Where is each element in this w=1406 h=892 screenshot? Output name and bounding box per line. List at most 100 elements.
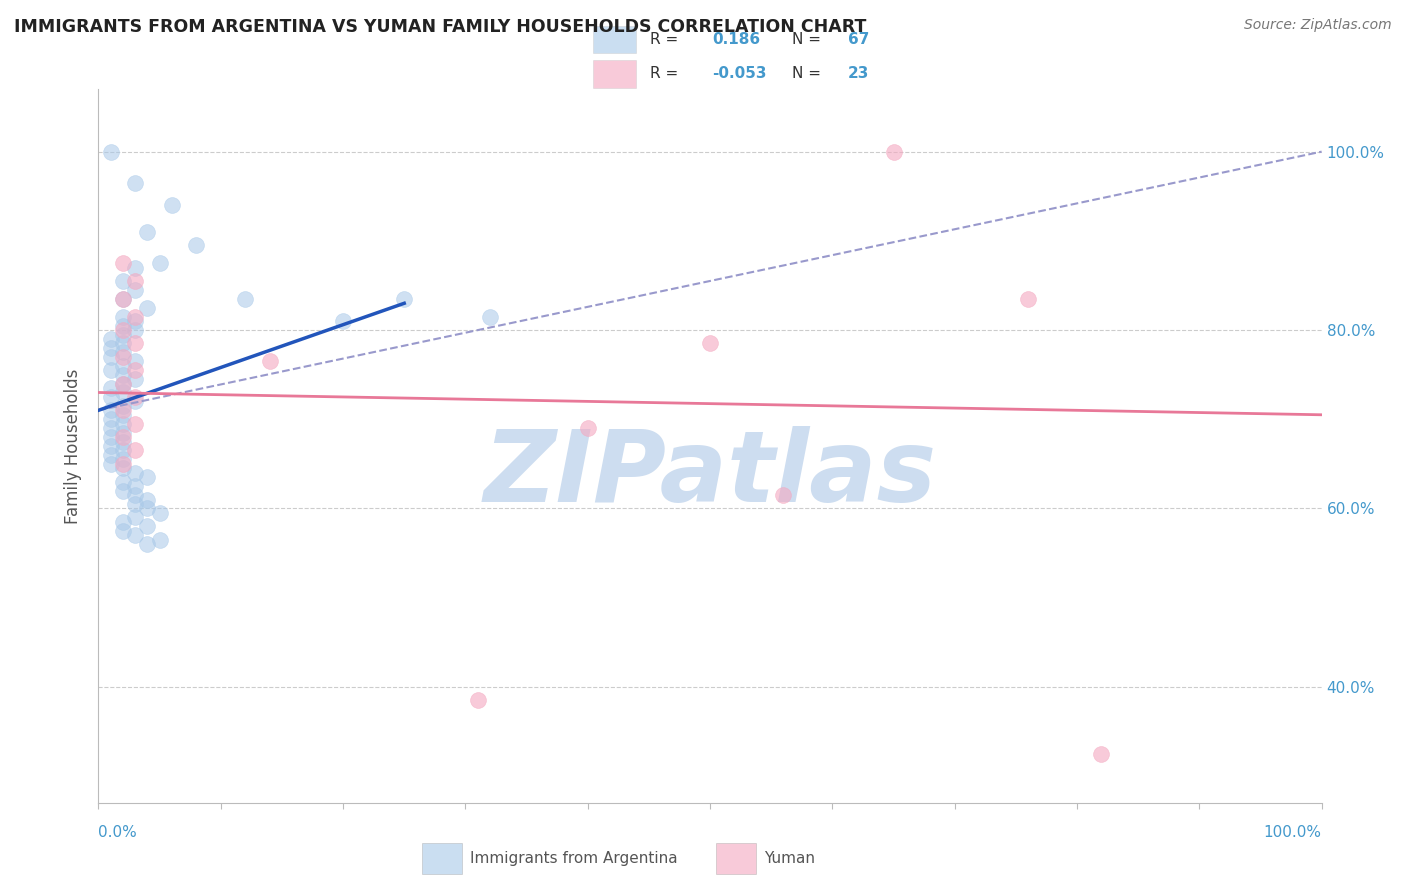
Point [100, 439, 122, 453]
FancyBboxPatch shape [593, 60, 637, 87]
Point [111, 408, 134, 422]
Text: Immigrants from Argentina: Immigrants from Argentina [470, 851, 678, 866]
Point [124, 363, 146, 377]
Text: Yuman: Yuman [763, 851, 814, 866]
Point [111, 318, 134, 333]
FancyBboxPatch shape [716, 843, 756, 874]
Point [111, 359, 134, 373]
Point [186, 238, 208, 252]
Point [100, 145, 122, 159]
Point [111, 461, 134, 475]
Point [124, 176, 146, 190]
Point [111, 452, 134, 467]
Point [124, 260, 146, 275]
Point [111, 385, 134, 400]
Point [111, 425, 134, 440]
Point [124, 310, 146, 324]
Point [136, 492, 159, 507]
Point [100, 341, 122, 355]
Point [136, 501, 159, 516]
Text: N =: N = [792, 32, 821, 47]
Text: 100.0%: 100.0% [1264, 825, 1322, 840]
Point [149, 256, 172, 270]
Point [111, 292, 134, 306]
Point [100, 448, 122, 462]
Point [111, 292, 134, 306]
Point [124, 390, 146, 404]
Point [259, 354, 281, 368]
Point [124, 354, 146, 368]
Point [124, 466, 146, 480]
Point [699, 336, 721, 351]
Text: N =: N = [792, 66, 821, 81]
Point [111, 323, 134, 337]
Text: 0.186: 0.186 [713, 32, 761, 47]
Point [576, 421, 599, 435]
Point [124, 497, 146, 511]
Point [111, 376, 134, 391]
Point [136, 519, 159, 533]
Point [111, 443, 134, 458]
Y-axis label: Family Households: Family Households [65, 368, 83, 524]
Point [124, 510, 146, 524]
Point [124, 528, 146, 542]
Text: 23: 23 [848, 66, 869, 81]
Point [111, 350, 134, 364]
Point [111, 483, 134, 498]
Point [124, 274, 146, 288]
Point [111, 403, 134, 417]
Point [100, 457, 122, 471]
Point [1090, 747, 1112, 761]
Point [111, 434, 134, 449]
Point [111, 274, 134, 288]
Point [772, 488, 794, 502]
Point [160, 198, 183, 212]
Point [149, 506, 172, 520]
Text: -0.053: -0.053 [713, 66, 766, 81]
Point [136, 537, 159, 551]
Point [467, 693, 489, 707]
Point [100, 390, 122, 404]
Point [111, 256, 134, 270]
Text: 0.0%: 0.0% [98, 825, 138, 840]
Point [392, 292, 416, 306]
Point [100, 430, 122, 444]
Text: Source: ZipAtlas.com: Source: ZipAtlas.com [1244, 18, 1392, 32]
Point [100, 332, 122, 346]
Point [124, 488, 146, 502]
Point [136, 301, 159, 315]
Text: 67: 67 [848, 32, 869, 47]
Point [111, 327, 134, 342]
Point [111, 336, 134, 351]
Text: ZIPatlas: ZIPatlas [484, 426, 936, 523]
Point [124, 372, 146, 386]
FancyBboxPatch shape [593, 26, 637, 54]
Point [111, 345, 134, 359]
Point [883, 145, 905, 159]
Point [111, 310, 134, 324]
Point [1017, 292, 1039, 306]
Point [124, 323, 146, 337]
Point [100, 412, 122, 426]
Point [124, 394, 146, 409]
Text: R =: R = [650, 66, 678, 81]
Point [100, 363, 122, 377]
Point [111, 376, 134, 391]
Point [124, 479, 146, 493]
Point [332, 314, 354, 328]
Point [100, 421, 122, 435]
Point [124, 443, 146, 458]
Point [111, 368, 134, 382]
Point [100, 350, 122, 364]
Point [478, 310, 501, 324]
Point [124, 417, 146, 431]
Point [149, 533, 172, 547]
Point [124, 283, 146, 297]
Point [124, 336, 146, 351]
Point [124, 314, 146, 328]
Point [111, 475, 134, 489]
Point [233, 292, 256, 306]
Text: IMMIGRANTS FROM ARGENTINA VS YUMAN FAMILY HOUSEHOLDS CORRELATION CHART: IMMIGRANTS FROM ARGENTINA VS YUMAN FAMIL… [14, 18, 866, 36]
FancyBboxPatch shape [422, 843, 461, 874]
Point [111, 417, 134, 431]
